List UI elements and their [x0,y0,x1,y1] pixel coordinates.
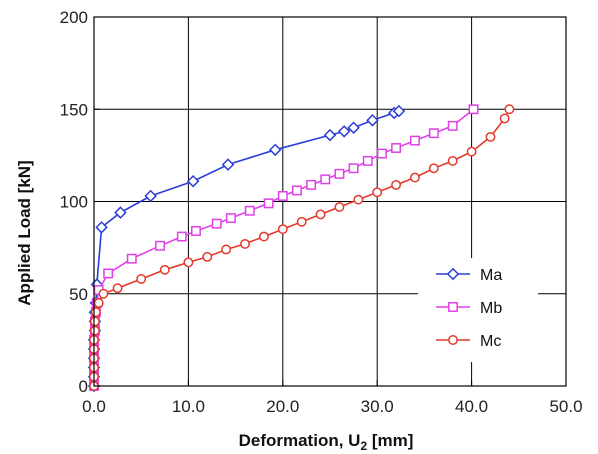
x-axis-label: Deformation, U2 [mm] [239,431,414,453]
data-point-ma [186,174,200,188]
data-point-mc [202,251,213,262]
y-tick-label: 50 [69,285,88,304]
data-point-mb [292,185,302,196]
data-point-mc [485,131,496,142]
data-point-mc [90,307,101,318]
data-point-mc [258,231,269,242]
data-point-ma [347,121,360,134]
data-point-mc [89,325,100,336]
legend: Ma Mb Mc [418,258,538,362]
data-point-ma [392,104,406,118]
data-point-mb [211,218,222,229]
legend-label-mb: Mb [480,300,502,317]
data-point-ma [114,206,127,219]
data-point-ma [323,128,337,142]
data-point-ma [366,114,379,127]
data-point-mc [240,238,250,249]
data-point-mb [225,213,236,224]
x-axis-label-main: Deformation, U [239,431,361,450]
x-tick-label: 10.0 [172,397,205,416]
data-point-mc [183,257,194,268]
series-line-mb [93,108,474,386]
data-point-mc [315,209,326,220]
data-point-mb [126,253,137,264]
x-tick-label: 20.0 [266,397,299,416]
data-point-mb [362,155,373,166]
legend-marker-mc [448,335,458,345]
x-tick-label: 50.0 [549,397,582,416]
data-point-mb [277,191,288,201]
data-point-mc [466,146,477,157]
data-point-mb [191,226,201,236]
series-layer [87,104,515,393]
data-point-mc [447,155,458,166]
data-point-ma [144,189,157,203]
data-point-mb [348,163,359,174]
data-point-mb [376,148,387,159]
data-point-mc [428,163,439,174]
data-point-mb [320,174,331,185]
data-point-mb [103,268,114,279]
data-point-mc [136,274,147,284]
data-point-mb [468,104,479,115]
data-point-mc [159,264,170,275]
data-point-mc [504,104,515,115]
legend-label-ma: Ma [480,267,502,284]
data-point-mc [89,316,100,327]
data-point-mc [98,288,109,299]
data-point-mb [391,143,402,153]
data-point-ma [337,125,351,138]
data-point-mc [391,179,402,190]
legend-label-mc: Mc [480,333,501,350]
y-tick-label: 200 [60,8,88,27]
legend-box [418,258,538,362]
data-point-mc [93,298,104,308]
data-point-mb [244,205,255,216]
data-point-ma [268,143,282,157]
x-tick-label: 40.0 [455,397,488,416]
data-point-mc [410,172,420,183]
data-point-ma [221,158,235,171]
y-axis-label: Applied Load [kN] [15,160,34,305]
data-point-mb [176,231,187,242]
data-point-mb [410,135,420,146]
data-point-ma [95,221,108,234]
data-point-mb [155,240,166,251]
data-point-mc [112,283,123,294]
data-point-mb [447,120,458,131]
data-point-mb [263,198,274,209]
data-point-mb [428,128,439,139]
data-point-mc [296,216,307,227]
tick-labels: 0.0 10.0 20.0 30.0 40.0 50.0 0 50 100 150 200 [60,8,583,416]
data-point-mc [334,202,345,212]
x-tick-label: 30.0 [361,397,394,416]
x-axis-label-sub: 2 [360,439,367,453]
data-point-mb [334,168,345,179]
x-axis-label-unit: [mm] [367,431,413,450]
data-point-mc [353,194,364,205]
y-tick-label: 100 [60,193,88,212]
legend-marker-ma [446,267,460,281]
plot-frame [93,16,567,387]
data-point-mc [277,224,288,235]
data-point-mc [221,244,232,255]
legend-marker-mb [448,302,458,312]
x-tick-label: 0.0 [82,397,106,416]
data-point-mb [306,179,317,190]
data-point-mc [372,187,383,198]
y-tick-label: 150 [60,100,88,119]
data-point-mc [499,113,510,124]
y-tick-label: 0 [79,377,88,396]
